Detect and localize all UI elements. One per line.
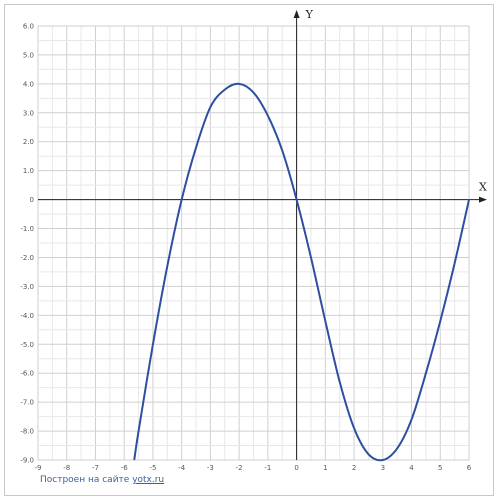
y-tick-label: -7.0 — [20, 399, 34, 407]
y-tick-label: 4.0 — [23, 80, 34, 88]
x-tick-label: 6 — [467, 464, 472, 472]
y-tick-labels: 6.0 5.0 4.0 3.0 2.0 1.0 0 -1.0 -2.0 -3.0 -4.0 -5.0 -… — [20, 23, 34, 465]
y-tick-label: 5.0 — [23, 51, 34, 59]
x-tick-label: 1 — [323, 464, 327, 472]
credit-link[interactable]: yotx.ru — [132, 475, 165, 485]
y-tick-label: -6.0 — [20, 370, 34, 378]
x-tick-label: 0 — [294, 464, 298, 472]
x-tick-label: -2 — [236, 464, 243, 472]
axes — [38, 10, 487, 460]
x-tick-label: 5 — [438, 464, 442, 472]
y-tick-label: 3.0 — [23, 109, 34, 117]
x-axis-label: X — [479, 181, 487, 194]
y-tick-label: -2.0 — [20, 254, 34, 262]
y-tick-label: -8.0 — [20, 428, 34, 436]
x-tick-labels: -9 -8 -7 -6 -5 -4 -3 -2 -1 0 1 2 3 4 5 6 — [35, 464, 472, 472]
x-tick-label: -3 — [207, 464, 214, 472]
credit-line: Построен на сайте yotx.ru — [40, 475, 164, 485]
x-tick-label: 4 — [409, 464, 414, 472]
x-tick-label: 3 — [381, 464, 385, 472]
y-tick-label: 1.0 — [23, 167, 34, 175]
x-axis-arrow-icon — [479, 196, 487, 203]
y-tick-label: 0 — [30, 196, 34, 204]
y-tick-label: -3.0 — [20, 283, 34, 291]
x-tick-label: -9 — [35, 464, 42, 472]
y-axis-label: Y — [305, 8, 314, 21]
x-tick-label: -4 — [178, 464, 186, 472]
y-tick-label: -5.0 — [20, 341, 34, 349]
x-tick-label: -7 — [92, 464, 99, 472]
y-tick-label: -1.0 — [20, 225, 34, 233]
curves — [133, 82, 470, 462]
x-tick-label: -1 — [264, 464, 271, 472]
x-tick-label: -8 — [63, 464, 70, 472]
y-tick-label: -4.0 — [20, 312, 34, 320]
y-tick-label: 2.0 — [23, 138, 34, 146]
series-line — [133, 82, 470, 462]
x-tick-label: -5 — [149, 464, 156, 472]
y-tick-label: -9.0 — [20, 457, 34, 465]
y-tick-label: 6.0 — [23, 23, 34, 31]
x-tick-label: 2 — [352, 464, 356, 472]
x-tick-label: -6 — [121, 464, 129, 472]
credit-text: Построен на сайте — [40, 475, 133, 485]
y-axis-arrow-icon — [293, 10, 300, 18]
chart-frame — [4, 4, 494, 496]
